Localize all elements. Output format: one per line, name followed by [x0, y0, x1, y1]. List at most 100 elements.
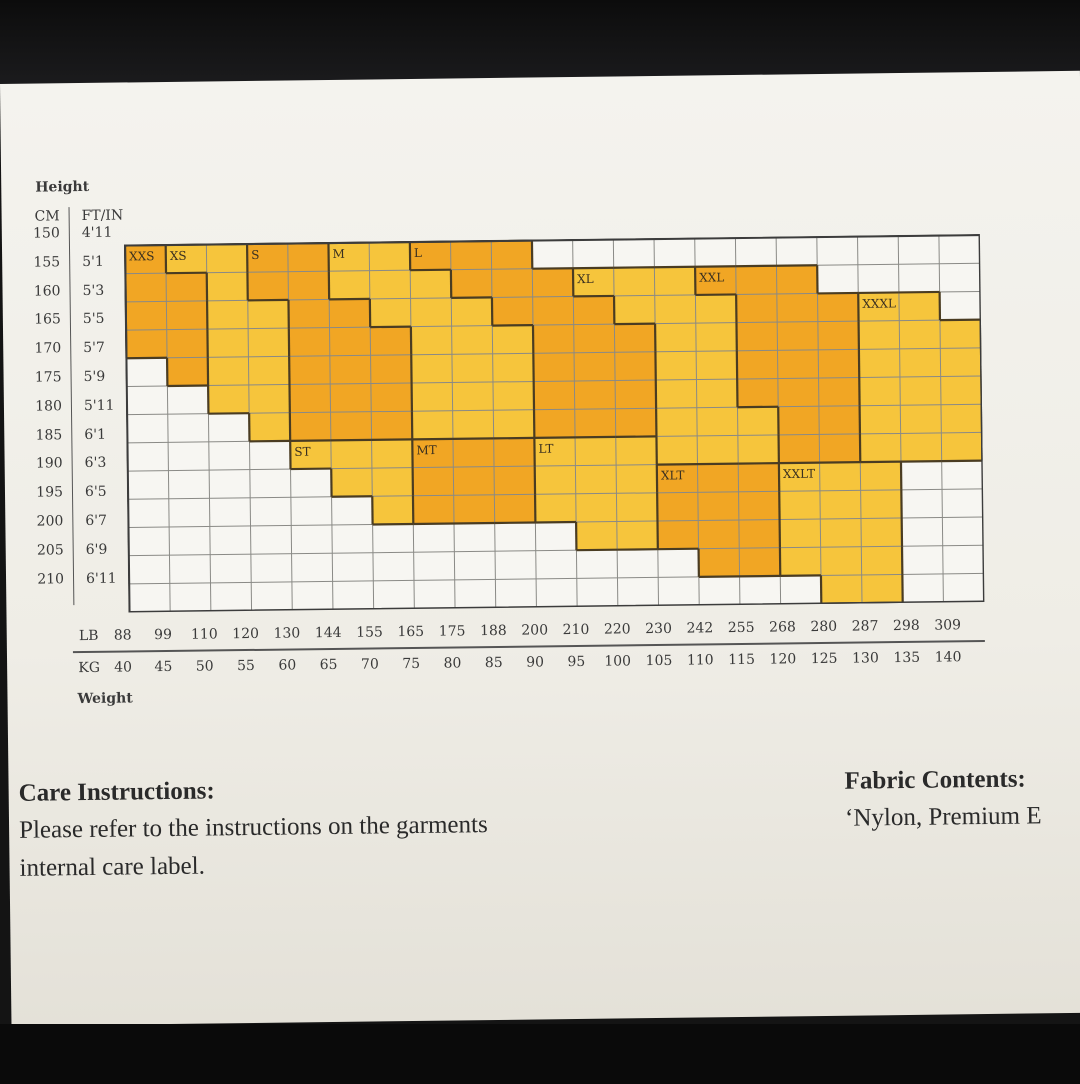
size-cell-xxl — [818, 321, 859, 350]
weight-kg-label: 120 — [763, 651, 803, 667]
size-cell-m — [453, 410, 494, 439]
size-cell-xxl — [736, 266, 777, 295]
size-cell-l — [534, 381, 575, 410]
size-cell-xl — [696, 323, 737, 352]
size-cell-m — [370, 298, 411, 327]
weight-lb-label: 99 — [143, 627, 183, 643]
weight-title: Weight — [77, 690, 132, 707]
size-cell-m — [493, 382, 534, 411]
height-ftin-label: 6'11 — [86, 570, 117, 586]
size-cell-xxs — [126, 301, 167, 330]
size-cell-xl — [695, 294, 736, 323]
size-cell-m — [411, 326, 452, 355]
weight-kg-label: 135 — [887, 650, 927, 666]
height-ftin-label: 6'7 — [85, 513, 107, 529]
weight-kg-label: 95 — [556, 654, 596, 670]
size-cell-l — [573, 296, 614, 325]
weight-lb-label: 220 — [597, 621, 637, 637]
height-ftin-label: 5'7 — [83, 340, 105, 356]
size-cell-xxxl — [899, 320, 940, 349]
size-cell-m — [410, 270, 451, 299]
height-ftin-label: 4'11 — [82, 225, 113, 241]
size-cell-xxl — [818, 349, 859, 378]
weight-lb-label: 130 — [267, 625, 307, 641]
size-cell-st — [331, 440, 372, 469]
height-cm-label: 200 — [23, 513, 63, 529]
height-cm-label: 175 — [21, 369, 61, 385]
care-line-2: internal care label. — [19, 848, 205, 888]
height-cm-label: 210 — [24, 571, 64, 587]
size-cell-xxxl — [900, 348, 941, 377]
size-cell-xlt — [699, 548, 740, 577]
height-cm-label: 160 — [20, 283, 60, 299]
size-cell-s — [330, 327, 371, 356]
size-cell-xxl — [736, 294, 777, 323]
size-cell-xxs — [166, 273, 207, 302]
size-cell-l — [574, 324, 615, 353]
size-label-l: L — [414, 246, 422, 260]
size-cell-l — [451, 269, 492, 298]
size-cell-lt — [575, 465, 616, 494]
height-title: Height — [35, 179, 89, 196]
weight-lb-label: 309 — [928, 617, 968, 633]
size-cell-xxs — [166, 301, 207, 330]
size-cell-mt — [413, 467, 454, 496]
size-cell-m — [451, 297, 492, 326]
size-cell-xl — [696, 351, 737, 380]
weight-lb-label: 175 — [432, 623, 472, 639]
size-cell-xxxl — [900, 377, 941, 406]
size-cell-s — [289, 384, 330, 413]
height-ftin-label: 5'3 — [82, 282, 104, 298]
size-cell-s — [330, 383, 371, 412]
size-cell-xlt — [657, 521, 698, 550]
size-cell-xlt — [698, 520, 739, 549]
size-cell-mt — [453, 467, 494, 496]
size-cell-xl — [697, 435, 738, 464]
size-cell-xlt — [698, 492, 739, 521]
size-cell-xxs — [167, 357, 208, 386]
height-ftin-label: 6'3 — [85, 455, 107, 471]
size-label-s: S — [251, 248, 259, 262]
size-cell-l — [615, 352, 656, 381]
fabric-background-bottom — [0, 1024, 1080, 1084]
size-cell-mt — [453, 438, 494, 467]
size-cell-l — [533, 296, 574, 325]
weight-lb-label: 280 — [804, 619, 844, 635]
size-cell-xxlt — [861, 546, 902, 575]
weight-kg-label: 65 — [309, 657, 349, 673]
size-cell-xl — [655, 323, 696, 352]
size-cell-xl — [696, 379, 737, 408]
size-cell-m — [411, 298, 452, 327]
size-cell-xs — [248, 300, 289, 329]
size-cell-xlt — [739, 491, 780, 520]
size-cell-m — [493, 410, 534, 439]
size-cell-st — [331, 468, 372, 497]
size-cell-xs — [208, 357, 249, 386]
size-cell-lt — [576, 521, 617, 550]
size-cell-m — [412, 382, 453, 411]
size-cell-lt — [616, 465, 657, 494]
height-cm-label: 205 — [24, 542, 64, 558]
size-cell-xl — [655, 351, 696, 380]
size-cell-xxxl — [940, 348, 981, 377]
size-cell-xxl — [779, 434, 820, 463]
height-cm-label: 165 — [21, 312, 61, 328]
size-cell-m — [493, 353, 534, 382]
weight-kg-label: 70 — [350, 656, 390, 672]
size-cell-xxl — [818, 293, 859, 322]
size-cell-s — [330, 355, 371, 384]
size-cell-xxl — [778, 350, 819, 379]
size-cell-xlt — [739, 548, 780, 577]
size-cell-xs — [207, 329, 248, 358]
size-cell-lt — [616, 493, 657, 522]
size-cell-xlt — [739, 520, 780, 549]
size-label-st: ST — [294, 445, 310, 459]
fabric-text: ‘Nylon, Premium E — [845, 797, 1042, 837]
size-cell-xxl — [778, 378, 819, 407]
size-cell-mt — [494, 438, 535, 467]
size-cell-m — [369, 242, 410, 271]
weight-kg-label: 105 — [639, 653, 679, 669]
size-cell-s — [288, 271, 329, 300]
size-cell-st — [372, 439, 413, 468]
